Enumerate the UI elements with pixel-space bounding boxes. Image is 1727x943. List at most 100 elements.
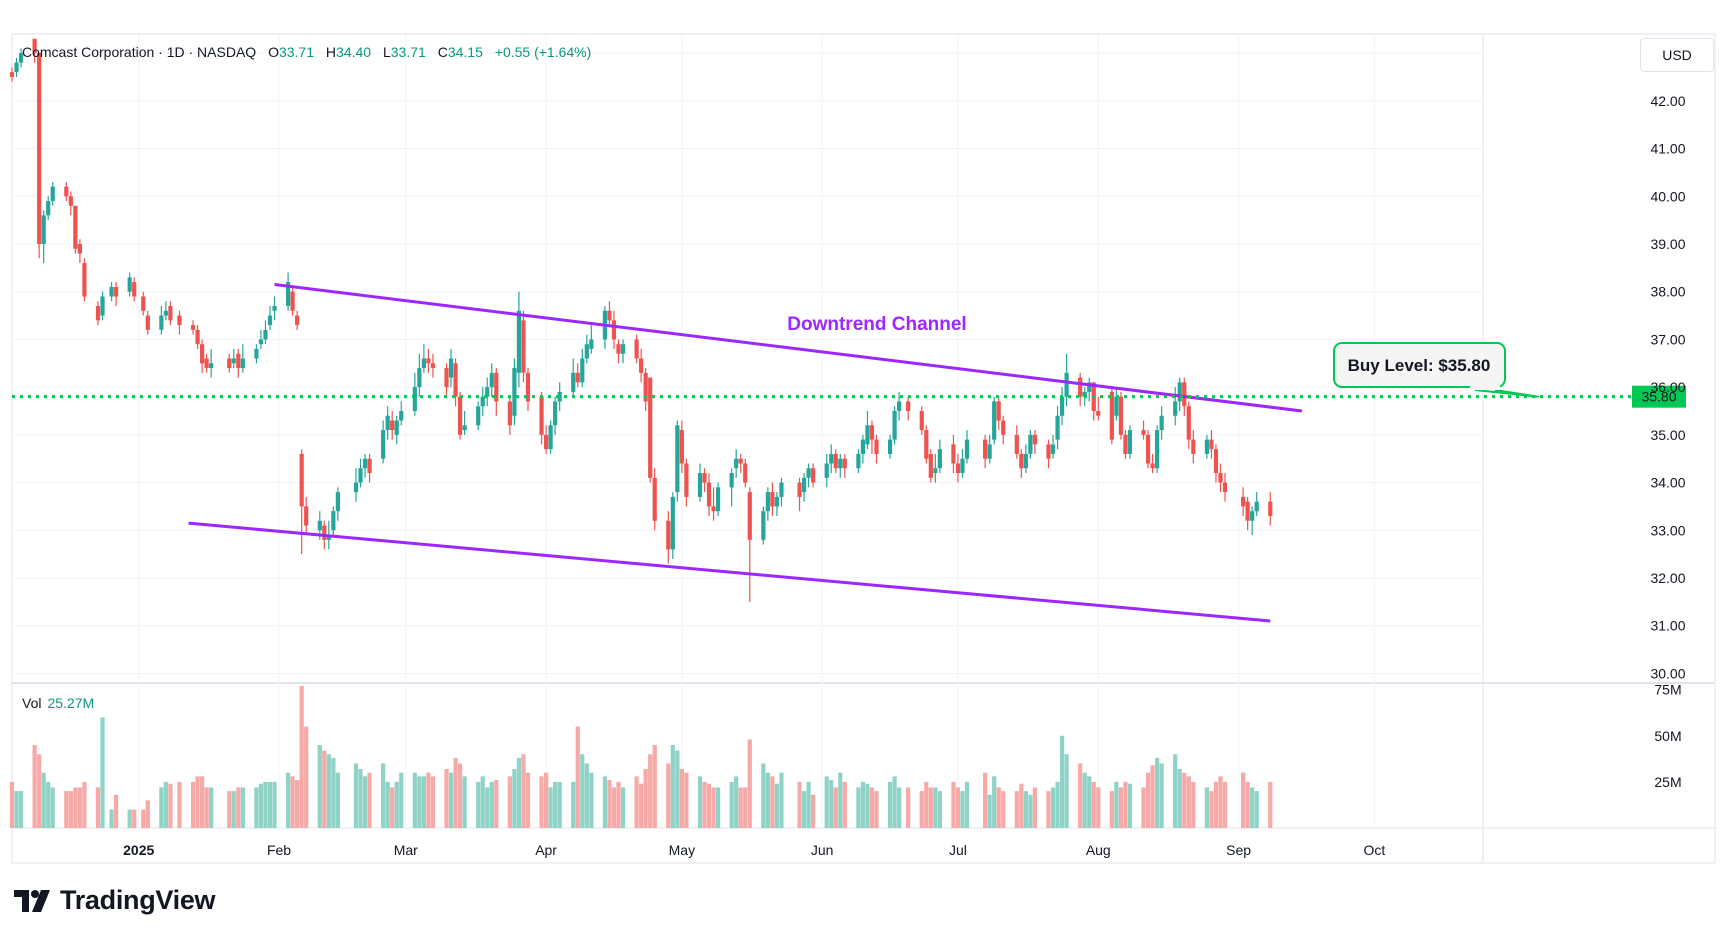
candle-body <box>381 430 386 459</box>
candle-body <box>1055 415 1060 440</box>
candle-body <box>494 372 499 402</box>
volume-bar <box>666 763 671 828</box>
volume-bar <box>254 787 259 828</box>
volume-bar <box>1145 772 1151 828</box>
candle-body <box>199 344 205 364</box>
volume-bar <box>1141 787 1146 828</box>
volume-bar <box>684 772 689 828</box>
candle-body <box>1082 391 1087 397</box>
volume-bar <box>444 768 449 828</box>
volume-bar <box>1082 772 1087 828</box>
change-value: +0.55 (+1.64%) <box>494 44 592 60</box>
volume-bar <box>1114 781 1119 828</box>
candle-body <box>611 320 617 340</box>
candle-body <box>1019 453 1024 469</box>
volume-bar <box>743 787 748 828</box>
candle-body <box>18 53 24 63</box>
candle-body <box>892 410 897 440</box>
price-tick-label: 37.00 <box>1650 331 1685 347</box>
candle-body <box>82 263 87 297</box>
callout-joint <box>1470 384 1500 390</box>
candle-body <box>141 296 146 311</box>
volume-bar <box>82 781 87 828</box>
candle-body <box>485 387 490 397</box>
candle-body <box>924 430 929 459</box>
volume-bar <box>892 776 897 828</box>
candle-body <box>1118 396 1124 435</box>
volume-bar <box>734 776 739 828</box>
volume-bar <box>358 768 363 828</box>
candle-body <box>1145 434 1151 464</box>
volume-bar <box>381 763 386 828</box>
volume-bar <box>1014 791 1019 828</box>
candle-body <box>734 458 739 469</box>
candle-body <box>571 372 576 392</box>
price-tick-label: 36.00 <box>1650 379 1685 395</box>
candle-body <box>729 473 734 488</box>
candle-body <box>109 286 114 297</box>
candle-body <box>1087 382 1092 392</box>
candle-body <box>1064 372 1069 397</box>
candle-body <box>1159 415 1164 431</box>
volume-bar <box>797 781 802 828</box>
callout-box <box>1333 342 1506 388</box>
volume-bar <box>1159 763 1164 828</box>
high-value: 34.40 <box>336 44 372 60</box>
candle-body <box>1050 444 1056 454</box>
volume-bar <box>299 686 304 828</box>
volume-bar <box>290 776 295 828</box>
volume-bar <box>385 781 390 828</box>
volume-bar <box>801 791 807 828</box>
candle-body <box>159 315 164 330</box>
volume-bar <box>322 750 327 828</box>
volume-bar <box>159 787 164 828</box>
candle-body <box>489 372 494 388</box>
candle-body <box>46 201 51 216</box>
volume-bar <box>127 809 132 828</box>
volume-bar <box>951 781 956 828</box>
candle-body <box>50 186 55 202</box>
volume-bar <box>611 787 617 828</box>
volume-bar <box>227 791 232 828</box>
volume-bar <box>983 772 988 828</box>
candle-body <box>453 363 458 397</box>
candle-body <box>1241 496 1246 507</box>
volume-bar <box>489 781 494 828</box>
candle-body <box>1096 410 1101 416</box>
volume-bar <box>507 776 512 828</box>
candle-body <box>322 525 327 540</box>
volume-bar <box>1118 787 1124 828</box>
volume-bar <box>897 787 902 828</box>
volume-bar <box>928 787 933 828</box>
channel-lower-line[interactable] <box>188 521 1271 623</box>
channel-upper-line[interactable] <box>274 283 1303 413</box>
volume-bar <box>430 776 436 828</box>
candle-body <box>412 387 417 411</box>
volume-bar <box>575 726 580 828</box>
candle-body <box>639 358 644 373</box>
volume-bar <box>417 776 422 828</box>
volume-bar <box>1028 794 1033 828</box>
volume-legend: Vol 25.27M <box>22 695 94 711</box>
volume-bar <box>485 787 490 828</box>
tradingview-logo[interactable]: TradingView <box>14 885 216 916</box>
volume-bar <box>50 787 55 828</box>
candle-body <box>1182 382 1187 407</box>
candle-body <box>996 401 1001 421</box>
channel-label: Downtrend Channel <box>787 314 966 335</box>
candle-body <box>666 520 671 550</box>
candle-body <box>874 439 879 454</box>
currency-button[interactable]: USD <box>1640 38 1714 72</box>
volume-bar <box>811 794 816 828</box>
volume-bar <box>1064 754 1069 828</box>
volume-bar <box>1096 787 1101 828</box>
candle-body <box>362 458 368 469</box>
time-tick-label: Mar <box>394 842 418 858</box>
volume-bar <box>1218 776 1223 828</box>
volume-bar <box>996 787 1001 828</box>
volume-bar <box>1254 791 1259 828</box>
volume-tick-label: 25M <box>1654 774 1681 790</box>
price-tick-label: 38.00 <box>1650 284 1685 300</box>
volume-bar <box>1019 783 1024 828</box>
